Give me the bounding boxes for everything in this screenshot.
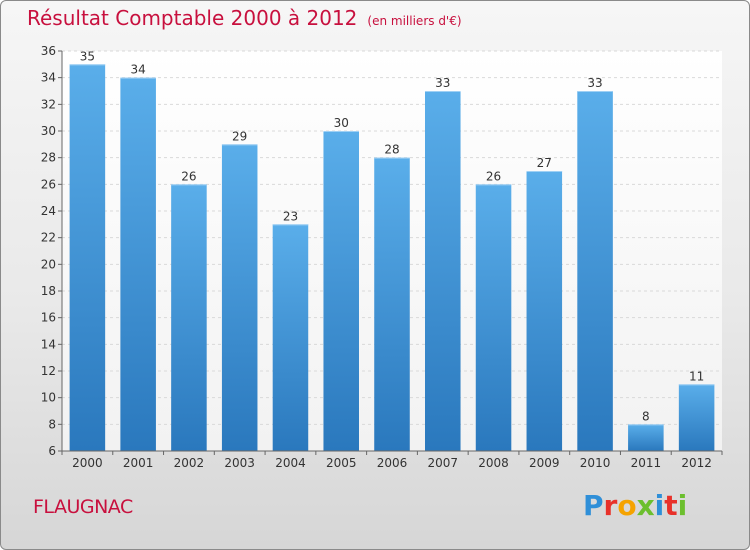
value-label: 11 [689, 369, 704, 383]
value-label: 8 [642, 409, 650, 423]
logo-letter: P [583, 489, 604, 522]
y-tick-label: 36 [41, 44, 56, 58]
x-tick-label: 2012 [681, 456, 712, 470]
y-tick-label: 26 [41, 177, 56, 191]
value-label: 26 [181, 169, 196, 183]
y-tick-label: 10 [41, 391, 56, 405]
bar-2010 [577, 91, 613, 451]
y-tick-label: 24 [41, 204, 56, 218]
bar-2011 [628, 424, 664, 451]
y-tick-label: 30 [41, 124, 56, 138]
bar-2009 [526, 171, 563, 451]
x-tick-label: 2007 [427, 456, 458, 470]
value-label: 27 [537, 156, 552, 170]
x-tick-label: 2008 [478, 456, 509, 470]
chart-title-block: Résultat Comptable 2000 à 2012 (en millie… [27, 6, 462, 30]
y-tick-label: 18 [41, 284, 56, 298]
value-label: 33 [435, 76, 450, 90]
y-tick-label: 6 [48, 444, 56, 458]
bar-2008 [475, 184, 512, 452]
y-tick-label: 34 [41, 71, 56, 85]
y-tick-label: 32 [41, 97, 56, 111]
bar-2002 [171, 184, 207, 452]
bar-2003 [221, 144, 258, 452]
bar-2012 [678, 384, 715, 451]
commune-name: FLAUGNAC [33, 496, 133, 518]
x-tick-label: 2001 [123, 456, 154, 470]
y-tick-label: 8 [48, 417, 56, 431]
value-labels-layer: 35 34 26 29 23 30 28 33 26 27 33 8 11 [80, 49, 705, 423]
x-tick-label: 2011 [631, 456, 662, 470]
value-label: 23 [283, 209, 298, 223]
bar-2001 [120, 77, 156, 452]
y-tick-label: 22 [41, 231, 56, 245]
value-label: 29 [232, 129, 247, 143]
y-tick-label: 12 [41, 364, 56, 378]
x-tick-label: 2003 [224, 456, 255, 470]
bar-2004 [272, 224, 309, 451]
logo-letter: o [617, 489, 637, 522]
y-tick-label: 28 [41, 151, 56, 165]
value-label: 26 [486, 169, 501, 183]
x-tick-label: 2005 [326, 456, 357, 470]
x-tick-label: 2010 [580, 456, 611, 470]
bar-2006 [374, 157, 410, 451]
y-tick-label: 14 [41, 337, 56, 351]
y-tick-label: 16 [41, 311, 56, 325]
value-label: 34 [131, 63, 146, 77]
bar-2000 [69, 64, 106, 452]
x-tick-label: 2006 [377, 456, 408, 470]
x-tick-label: 2000 [72, 456, 103, 470]
chart-subtitle: (en milliers d'€) [367, 14, 462, 28]
logo-letter: x [636, 489, 655, 522]
bar-2007 [425, 91, 461, 451]
value-label: 30 [334, 116, 349, 130]
logo-letter: i [677, 489, 688, 522]
value-label: 28 [384, 143, 399, 157]
value-label: 33 [587, 76, 602, 90]
y-tick-label: 20 [41, 257, 56, 271]
bars-layer [69, 64, 715, 452]
x-tick-label: 2009 [529, 456, 560, 470]
logo-letter: i [654, 489, 665, 522]
bar-2005 [323, 131, 359, 451]
proxiti-logo: Proxiti [583, 489, 687, 522]
logo-letter: t [664, 489, 678, 522]
value-label: 35 [80, 49, 95, 63]
x-tick-label: 2002 [174, 456, 205, 470]
logo-letter: r [603, 489, 618, 522]
axis-layer: 6 8 10 12 14 16 18 20 22 24 26 28 30 32 34 36 2000 2001 20… [41, 44, 723, 470]
x-tick-label: 2004 [275, 456, 306, 470]
chart-title: Résultat Comptable 2000 à 2012 [27, 6, 358, 30]
